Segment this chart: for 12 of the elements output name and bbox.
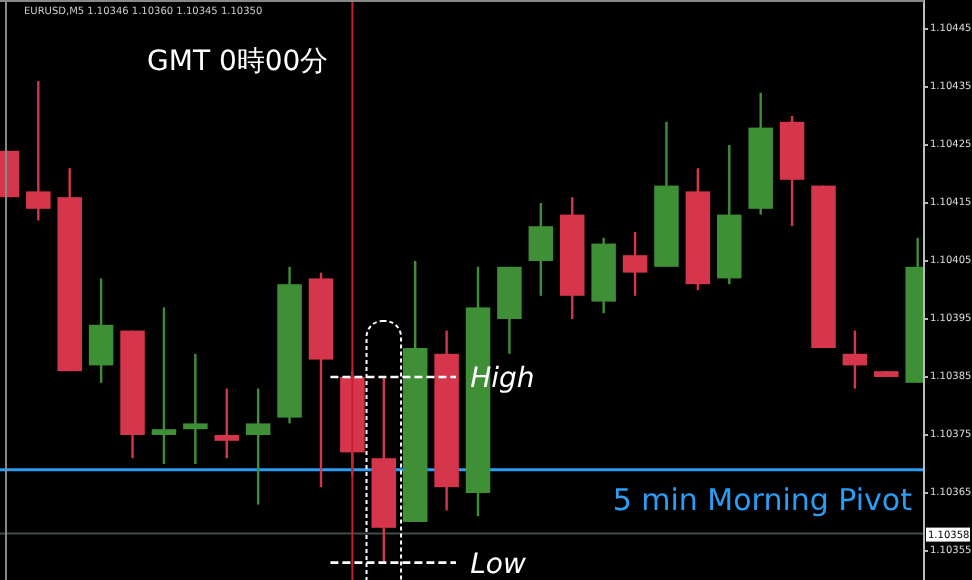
candlestick [26, 80, 51, 222]
annotation: GMT 0時00分 [147, 46, 329, 78]
candlestick [151, 306, 177, 466]
candlestick [245, 387, 271, 506]
annotation: Low [470, 548, 527, 580]
candlestick [528, 201, 554, 297]
ref-line-label: 5 min Morning Pivot [612, 481, 913, 518]
candlestick [622, 230, 648, 297]
candlestick [183, 352, 208, 466]
candlestick [88, 277, 114, 384]
candlestick [214, 387, 240, 460]
candlestick [842, 329, 868, 390]
